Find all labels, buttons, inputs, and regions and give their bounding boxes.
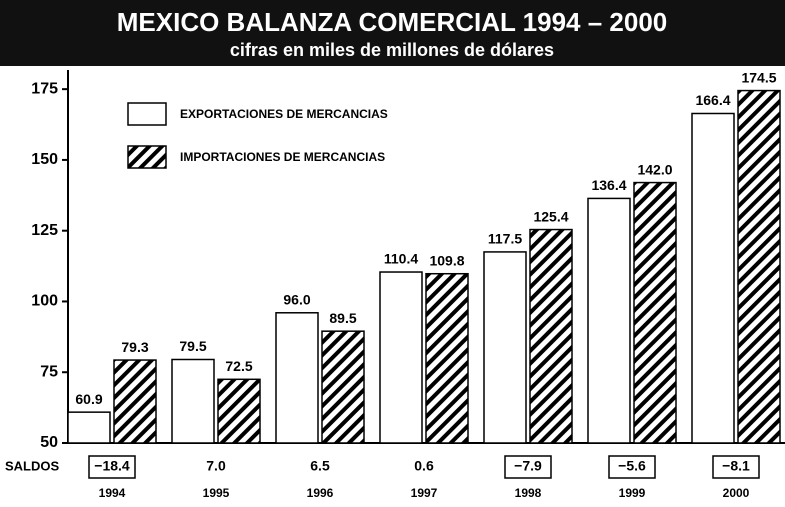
saldo-label: 6.5 xyxy=(310,458,330,474)
value-label: 110.4 xyxy=(384,251,418,267)
y-tick-label: 175 xyxy=(31,80,58,97)
bar xyxy=(321,330,365,444)
saldo-label: 7.0 xyxy=(206,458,226,474)
legend-label: EXPORTACIONES DE MERCANCIAS xyxy=(180,107,388,121)
x-tick-label: 1994 xyxy=(99,486,126,500)
value-label: 136.4 xyxy=(591,177,626,193)
x-tick-label: 1998 xyxy=(515,486,542,500)
legend-swatch xyxy=(127,145,167,169)
value-label: 174.5 xyxy=(741,69,776,85)
saldo-label: −8.1 xyxy=(722,458,750,474)
saldo-label: 0.6 xyxy=(414,458,434,474)
x-tick-label: 2000 xyxy=(723,486,750,500)
y-tick-label: 50 xyxy=(40,434,58,451)
value-label: 79.3 xyxy=(121,339,148,355)
y-tick-label: 75 xyxy=(40,363,58,380)
bar xyxy=(483,251,527,444)
x-tick-label: 1997 xyxy=(411,486,438,500)
bar xyxy=(633,181,677,444)
value-label: 72.5 xyxy=(225,358,252,374)
legend-swatch xyxy=(127,102,167,126)
saldo-box xyxy=(504,455,552,479)
value-label: 125.4 xyxy=(533,208,568,224)
bar xyxy=(171,358,215,444)
bar xyxy=(691,112,735,444)
value-label: 117.5 xyxy=(488,231,522,247)
saldo-box xyxy=(88,455,136,479)
header xyxy=(0,0,785,66)
bar xyxy=(425,272,469,444)
value-label: 96.0 xyxy=(283,291,310,307)
chart-subtitle: cifras en miles de millones de dólares xyxy=(230,40,554,60)
saldo-box xyxy=(608,455,656,479)
saldo-label: −5.6 xyxy=(618,458,646,474)
value-label: 166.4 xyxy=(695,92,730,108)
bar xyxy=(587,197,631,444)
value-label: 60.9 xyxy=(75,391,102,407)
value-label: 89.5 xyxy=(329,310,356,326)
y-tick-label: 150 xyxy=(31,151,58,168)
x-tick-label: 1999 xyxy=(619,486,646,500)
value-label: 79.5 xyxy=(179,338,206,354)
value-label: 142.0 xyxy=(637,161,672,177)
bar xyxy=(275,312,319,444)
value-label: 109.8 xyxy=(429,252,464,268)
bar xyxy=(529,228,573,444)
x-tick-label: 1995 xyxy=(203,486,230,500)
x-tick-label: 1996 xyxy=(307,486,334,500)
y-tick-label: 100 xyxy=(31,293,58,310)
bar xyxy=(217,378,261,444)
saldo-label: −18.4 xyxy=(94,458,130,474)
bar xyxy=(379,271,423,444)
y-tick-label: 125 xyxy=(31,222,58,239)
saldo-label: −7.9 xyxy=(514,458,542,474)
chart-title: MEXICO BALANZA COMERCIAL 1994 – 2000 xyxy=(117,7,667,37)
saldo-box xyxy=(712,455,760,479)
bar xyxy=(67,411,111,444)
bar xyxy=(737,89,781,444)
saldos-label: SALDOS xyxy=(5,458,60,473)
bar xyxy=(113,359,157,444)
legend-label: IMPORTACIONES DE MERCANCIAS xyxy=(180,150,385,164)
